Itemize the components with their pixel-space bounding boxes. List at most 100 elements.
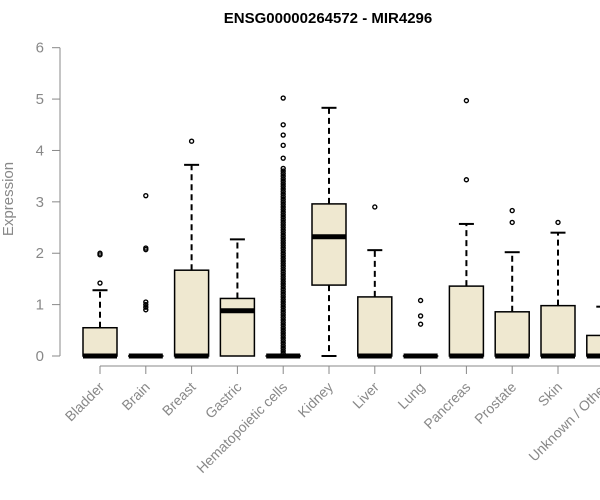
- box-liver: [357, 204, 393, 359]
- outlier-point: [280, 350, 286, 357]
- outlier-point: [280, 188, 286, 195]
- box-body: [219, 297, 256, 357]
- y-tick-label: 4: [36, 142, 44, 159]
- outlier-point: [280, 176, 286, 182]
- outlier-point: [280, 173, 286, 179]
- outlier-point: [280, 165, 286, 172]
- x-tick-label: Hematopoietic cells: [193, 379, 290, 476]
- outlier-point: [280, 178, 286, 184]
- outlier-point: [280, 283, 286, 290]
- box-body: [82, 326, 118, 357]
- outlier-point: [280, 278, 286, 285]
- outlier-point: [280, 289, 286, 295]
- box-body: [586, 334, 600, 357]
- box-body: [311, 203, 347, 286]
- x-tick-label: Kidney: [295, 379, 337, 421]
- outlier-point: [280, 253, 286, 259]
- box-skin: [540, 219, 576, 359]
- box-hematopoietic-cells: [265, 95, 301, 359]
- box-lung: [402, 297, 439, 359]
- outlier-point: [280, 319, 286, 326]
- outlier-point: [280, 343, 286, 349]
- x-tick-label: Brain: [118, 379, 152, 413]
- box-prostate: [494, 207, 530, 359]
- outlier-point: [280, 268, 286, 274]
- outlier-point: [97, 280, 103, 286]
- outlier-point: [280, 332, 286, 339]
- outlier-point: [280, 335, 286, 341]
- outlier-point: [280, 237, 286, 244]
- outlier-point: [280, 340, 286, 346]
- outlier-point: [280, 235, 286, 241]
- outlier-point: [280, 242, 286, 249]
- y-tick-label: 0: [36, 348, 44, 365]
- outlier-point: [280, 307, 286, 313]
- outlier-point: [280, 206, 286, 213]
- outlier-point: [143, 245, 149, 251]
- outlier-point: [280, 291, 286, 298]
- outlier-point: [280, 317, 286, 323]
- y-tick-label: 5: [36, 91, 44, 108]
- outlier-point: [280, 250, 286, 256]
- outlier-point: [280, 330, 286, 336]
- x-tick-label: Prostate: [471, 379, 519, 427]
- box-body: [540, 304, 576, 357]
- outlier-point: [280, 260, 286, 267]
- box-kidney: [311, 106, 347, 357]
- outlier-point: [280, 271, 286, 277]
- box-brain: [128, 192, 164, 359]
- x-tick-label: Lung: [394, 379, 427, 412]
- outlier-point: [280, 222, 286, 228]
- outlier-point: [280, 201, 286, 208]
- outlier-point: [97, 250, 103, 256]
- outlier-point: [280, 258, 286, 264]
- outlier-point: [280, 142, 286, 149]
- box-pancreas: [448, 97, 485, 359]
- box-unknown-other: [586, 305, 600, 359]
- x-tick-label: Breast: [159, 379, 199, 419]
- outlier-point: [280, 296, 286, 303]
- y-axis-label: Expression: [0, 162, 17, 236]
- x-tick-label: Gastric: [202, 379, 245, 422]
- outlier-point: [280, 327, 286, 334]
- outlier-point: [143, 299, 149, 305]
- box-body: [357, 296, 393, 357]
- outlier-point: [280, 217, 286, 223]
- outlier-point: [280, 191, 286, 197]
- outlier-point: [143, 307, 149, 313]
- outlier-point: [280, 255, 286, 262]
- outlier-point: [188, 138, 195, 144]
- x-tick-label: Skin: [535, 379, 566, 410]
- outlier-point: [280, 229, 286, 236]
- x-tick-label: Liver: [349, 379, 382, 412]
- outlier-point: [280, 245, 286, 251]
- outlier-point: [280, 299, 286, 305]
- box-bladder: [82, 250, 118, 359]
- outlier-point: [280, 345, 286, 351]
- outlier-point: [280, 170, 286, 177]
- outlier-point: [280, 168, 286, 174]
- outlier-point: [280, 276, 286, 282]
- outlier-point: [463, 177, 470, 183]
- outlier-point: [280, 240, 286, 246]
- outlier-point: [555, 219, 561, 226]
- chart-title: ENSG00000264572 - MIR4296: [224, 10, 432, 27]
- y-tick-label: 6: [36, 40, 44, 57]
- outlier-point: [280, 247, 286, 254]
- outlier-point: [280, 265, 286, 272]
- outlier-point: [280, 214, 286, 220]
- outlier-point: [280, 194, 286, 200]
- outlier-point: [280, 314, 286, 321]
- outlier-point: [280, 232, 286, 238]
- outlier-point: [280, 132, 286, 138]
- y-tick-label: 3: [36, 194, 44, 211]
- outlier-point: [280, 95, 286, 101]
- outlier-point: [280, 281, 286, 287]
- box-breast: [173, 138, 210, 359]
- outlier-point: [280, 219, 286, 226]
- outlier-point: [143, 192, 149, 199]
- outlier-point: [417, 297, 424, 304]
- box-body: [494, 311, 530, 357]
